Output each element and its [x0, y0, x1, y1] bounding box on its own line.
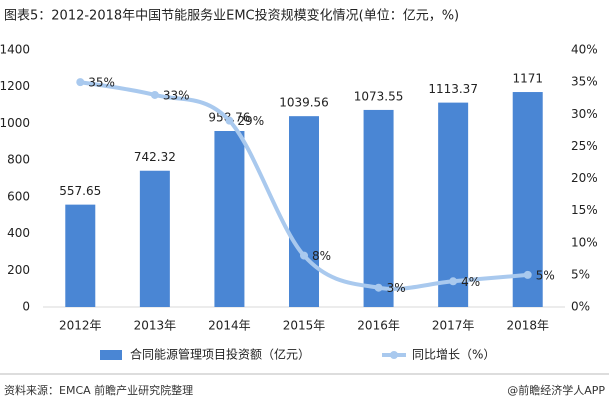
bar-value-label: 1039.56	[279, 96, 329, 110]
line-marker	[225, 116, 234, 125]
chart-title: 图表5：2012-2018年中国节能服务业EMC投资规模变化情况(单位：亿元，%…	[4, 8, 459, 24]
y-tick-label: 1400	[0, 43, 30, 57]
y2-tick-label: 5%	[571, 267, 590, 281]
y-tick-label: 1000	[0, 116, 30, 130]
line-value-label: 5%	[536, 268, 555, 282]
bar	[214, 130, 245, 307]
line-value-label: 35%	[88, 76, 115, 90]
y2-tick-label: 35%	[571, 75, 598, 89]
x-tick-label: 2017年	[432, 319, 475, 333]
x-tick-label: 2013年	[134, 319, 177, 333]
legend-swatch	[100, 350, 122, 360]
y2-tick-label: 25%	[571, 139, 598, 153]
bar-value-label: 1171	[512, 72, 543, 86]
y-tick-label: 1200	[0, 79, 30, 93]
bar-value-label: 742.32	[134, 150, 176, 164]
x-tick-label: 2016年	[357, 319, 400, 333]
line-value-label: 33%	[163, 88, 190, 102]
bar	[289, 116, 319, 307]
bar	[139, 170, 170, 307]
bar-value-label: 1113.37	[428, 82, 478, 96]
source: 资料来源：EMCA 前瞻产业研究院整理	[4, 383, 193, 397]
legend-label: 同比增长（%）	[412, 348, 495, 362]
line-value-label: 29%	[237, 114, 264, 128]
x-tick-label: 2012年	[59, 319, 102, 333]
line-marker	[374, 283, 383, 292]
bar-value-label: 557.65	[59, 184, 101, 198]
y2-tick-label: 40%	[571, 43, 598, 57]
y-tick-label: 600	[7, 189, 30, 203]
x-tick-label: 2014年	[208, 319, 251, 333]
y-tick-label: 400	[7, 226, 30, 240]
bar	[65, 204, 96, 307]
y2-tick-label: 15%	[571, 203, 598, 217]
brand: @前瞻经济学人APP	[507, 383, 605, 397]
legend-swatch	[390, 351, 398, 359]
line-marker	[150, 90, 159, 99]
y-tick-label: 800	[7, 153, 30, 167]
bar	[363, 109, 394, 307]
bar-value-label: 1073.55	[354, 89, 404, 103]
y2-tick-label: 30%	[571, 107, 598, 121]
y2-tick-label: 10%	[571, 235, 598, 249]
line-value-label: 4%	[461, 275, 480, 289]
legend-label: 合同能源管理项目投资额（亿元）	[130, 347, 310, 362]
line-marker	[449, 277, 458, 286]
line-marker	[300, 251, 308, 260]
x-tick-label: 2018年	[506, 319, 549, 333]
x-tick-label: 2015年	[283, 319, 326, 333]
y2-tick-label: 20%	[571, 171, 598, 185]
y-tick-label: 0	[22, 300, 30, 314]
line-marker	[523, 270, 532, 279]
line-value-label: 8%	[312, 249, 331, 263]
line-value-label: 3%	[387, 281, 406, 295]
y2-tick-label: 0%	[571, 300, 590, 314]
bar	[438, 102, 469, 307]
line-marker	[76, 78, 85, 87]
y-tick-label: 200	[7, 263, 30, 277]
